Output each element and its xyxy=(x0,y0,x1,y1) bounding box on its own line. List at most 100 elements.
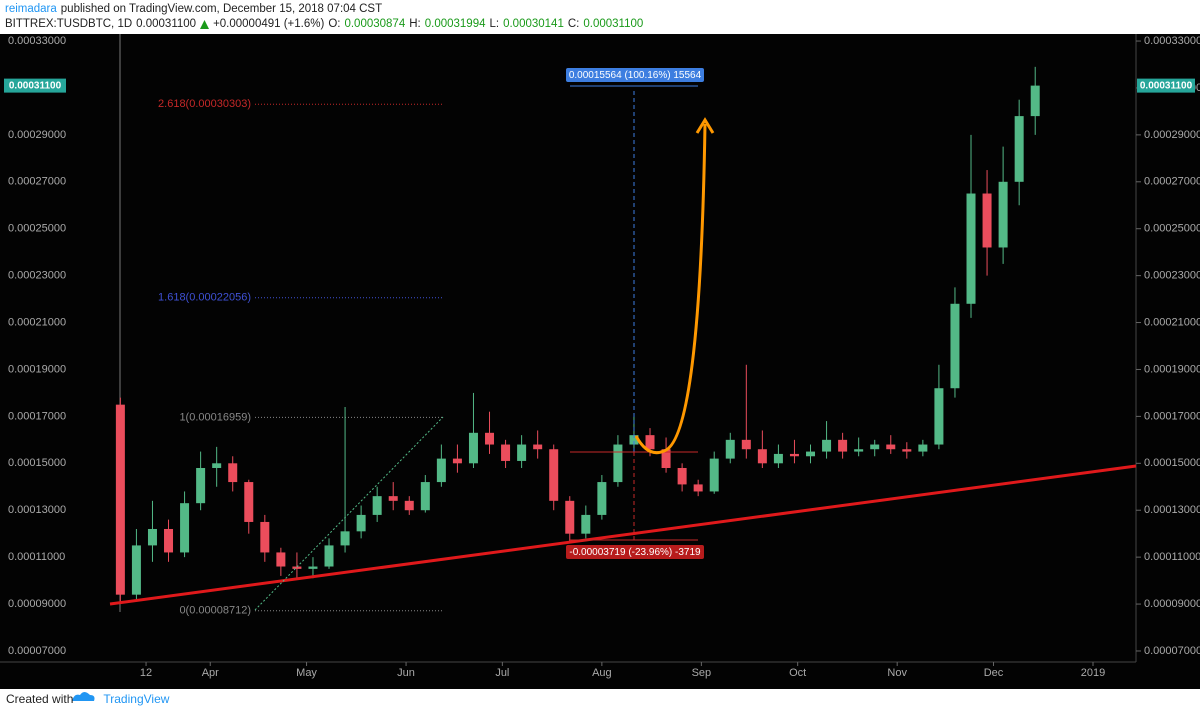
candle-body xyxy=(244,482,254,522)
y-tick-label: 0.00017000 xyxy=(1144,410,1200,422)
y-tick-label: 0.00019000 xyxy=(1144,363,1200,375)
candle-body xyxy=(902,449,912,452)
candle-body xyxy=(709,458,719,492)
arrow-head xyxy=(695,117,715,134)
candle-body xyxy=(661,449,671,468)
candle-body xyxy=(581,514,591,534)
brand[interactable]: TradingView xyxy=(103,692,170,706)
candle-body xyxy=(613,444,623,483)
candle-body xyxy=(164,528,174,553)
candle-body xyxy=(147,528,157,546)
drawings xyxy=(115,66,1040,612)
symbol: BITTREX:TUSDBTC, 1D xyxy=(5,18,133,30)
candle-body xyxy=(372,496,382,515)
candle-body xyxy=(388,496,398,501)
up-icon xyxy=(200,19,210,29)
arrow xyxy=(634,123,707,455)
candle-body xyxy=(934,388,944,445)
candle-body xyxy=(115,404,125,595)
price-badge xyxy=(1137,78,1195,93)
author[interactable]: reimadara xyxy=(5,3,57,15)
y-tick-label: 0.00015000 xyxy=(1144,457,1200,469)
candle-body xyxy=(757,449,767,464)
chart-background xyxy=(0,34,1200,689)
y-tick-label: 0.00033000 xyxy=(1144,35,1200,47)
footer: Created with TradingView xyxy=(6,692,169,706)
fib-trend xyxy=(254,416,444,611)
created: Created with xyxy=(6,692,74,706)
y-tick-label: 0.00013000 xyxy=(1144,504,1200,516)
candle-body xyxy=(741,439,751,450)
candle-body xyxy=(228,463,238,483)
fib-label: 1.618(0.00022056) xyxy=(158,292,251,304)
candle-body xyxy=(565,500,575,534)
x-tick-label: Dec xyxy=(984,667,1004,679)
y-tick-label: 0.00017000 xyxy=(8,410,66,422)
x-tick-label: Aug xyxy=(592,667,612,679)
candle-body xyxy=(870,444,880,450)
y-tick-label: 0.00029000 xyxy=(8,129,66,141)
y-tick-label: 0.00011000 xyxy=(8,551,65,563)
candle-body xyxy=(292,566,302,569)
y-tick-label: 0.00025000 xyxy=(8,223,66,235)
ohlc-key: L: xyxy=(489,18,500,30)
candle-body xyxy=(725,439,735,459)
candle-body xyxy=(966,193,976,304)
candle-body xyxy=(517,444,527,461)
y-tick-label: 0.00033000 xyxy=(8,35,66,47)
x-tick-label: Oct xyxy=(789,667,806,679)
candle-body xyxy=(806,451,816,457)
x-tick-label: Apr xyxy=(202,667,219,679)
x-tick-label: 2019 xyxy=(1081,667,1105,679)
fib-label: 0(0.00008712) xyxy=(179,605,251,617)
y-tick-label: 0.00007000 xyxy=(8,645,66,657)
header-line: reimadara published on TradingView.com, … xyxy=(5,3,382,15)
x-tick-label: Nov xyxy=(887,667,907,679)
candle-body xyxy=(308,566,318,569)
y-tick-label: 0.00009000 xyxy=(8,598,66,610)
measure-label: 0.00015564 (100.16%) 15564 xyxy=(569,70,702,81)
candle-body xyxy=(404,500,414,511)
x-tick-label: 12 xyxy=(140,667,152,679)
change: +0.00000491 (+1.6%) xyxy=(213,18,325,30)
candle-body xyxy=(501,444,511,461)
fib-label: 1(0.00016959) xyxy=(179,411,251,423)
ohlc-key: O: xyxy=(328,18,341,30)
candle-body xyxy=(918,444,928,452)
x-tick-label: Jul xyxy=(495,667,509,679)
candle-body xyxy=(485,432,495,445)
candle-body xyxy=(998,181,1008,248)
x-tick-label: May xyxy=(296,667,317,679)
measure-label: -0.00003719 (-23.96%) -3719 xyxy=(569,547,701,558)
candle-body xyxy=(677,467,687,485)
y-tick-label: 0.00007000 xyxy=(1144,645,1200,657)
candle-body xyxy=(1030,85,1040,117)
price-badge-label: 0.00031100 xyxy=(9,80,62,91)
measure-box xyxy=(566,545,704,559)
candle-body xyxy=(180,503,190,553)
candle-body xyxy=(324,545,334,567)
candle-body xyxy=(773,453,783,464)
candle-body xyxy=(260,521,270,553)
y-tick-label: 0.00009000 xyxy=(1144,598,1200,610)
ohlc-value: 0.00030874 xyxy=(344,18,406,30)
candle-body xyxy=(693,484,703,492)
candle-body xyxy=(597,482,607,515)
candle-body xyxy=(452,458,462,464)
y-tick-label: 0.00023000 xyxy=(8,270,66,282)
candle-body xyxy=(356,514,366,532)
x-tick-label: Sep xyxy=(692,667,712,679)
brand-logo xyxy=(72,692,95,701)
y-tick-label: 0.00027000 xyxy=(1144,176,1200,188)
candle-body xyxy=(212,463,222,468)
price-badge-label: 0.00031100 xyxy=(1140,80,1193,91)
candle-body xyxy=(276,552,286,567)
price-badge xyxy=(4,78,66,93)
candle-body xyxy=(838,439,848,452)
y-tick-label: 0.00019000 xyxy=(8,363,66,375)
candle-body xyxy=(629,435,639,445)
candle-body xyxy=(822,439,832,452)
y-tick-label: 0.00027000 xyxy=(8,176,66,188)
